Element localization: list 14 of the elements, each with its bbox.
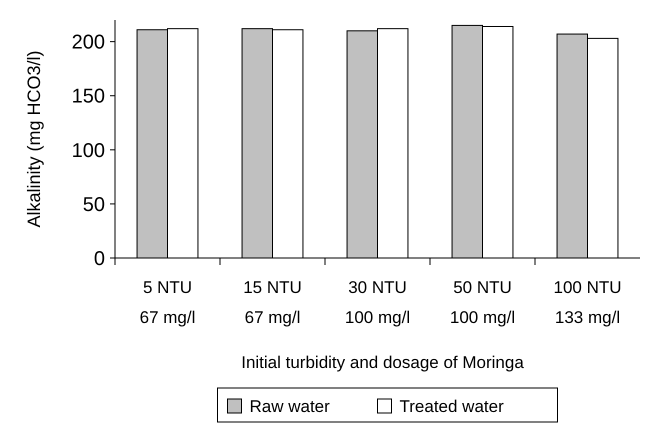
- x-tick-label: 100 NTU 133 mg/l: [553, 278, 622, 327]
- y-tick-label: 150: [72, 86, 105, 108]
- y-tick-label: 200: [72, 32, 105, 54]
- x-tick-label: 15 NTU 67 mg/l: [243, 278, 302, 327]
- y-axis-title: Alkalinity (mg HCO3/l): [24, 50, 44, 228]
- x-tick-label: 30 NTU 100 mg/l: [344, 278, 410, 327]
- y-tick-label: 0: [94, 248, 105, 270]
- x-tick-label: 5 NTU 67 mg/l: [140, 278, 196, 327]
- y-tick-label: 100: [72, 140, 105, 162]
- legend-label: Raw water: [250, 397, 330, 416]
- x-tick-label: 50 NTU 100 mg/l: [450, 278, 516, 327]
- y-tick-label: 50: [82, 194, 105, 216]
- legend-label: Treated water: [400, 397, 504, 416]
- x-axis-title: Initial turbidity and dosage of Moringa: [241, 353, 524, 372]
